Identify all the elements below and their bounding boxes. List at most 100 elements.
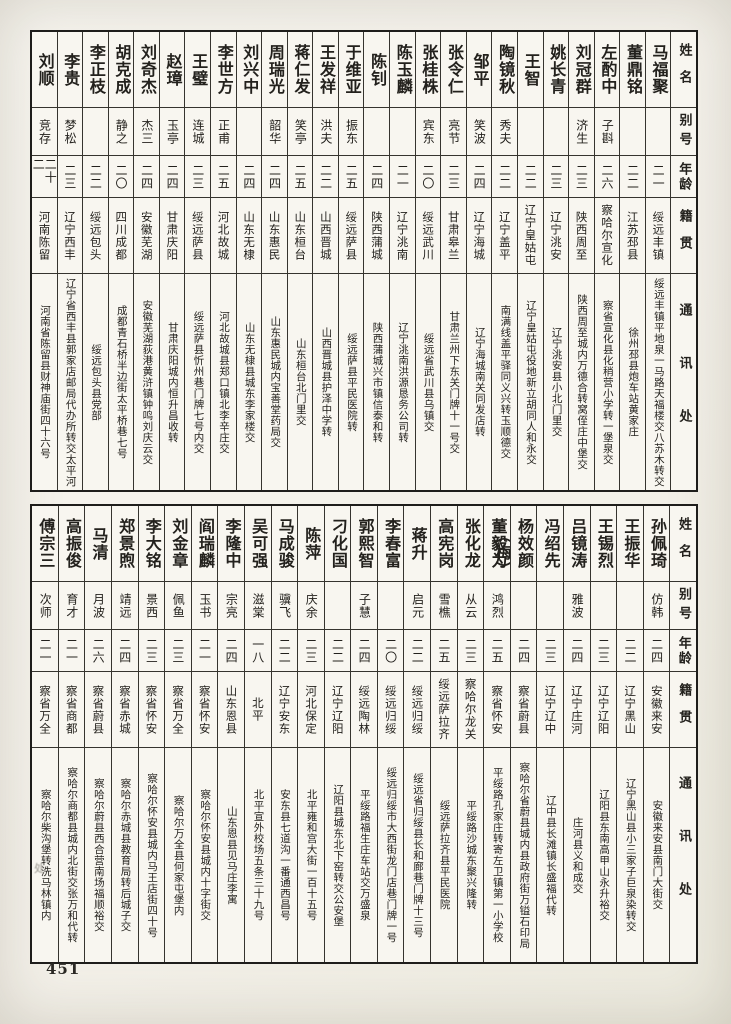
entry-alias: 雅波	[570, 592, 585, 619]
entry-name-cell: 董鼎铭	[620, 32, 645, 108]
entry-age: 二三	[303, 637, 318, 664]
entry-native-place: 山东无棣	[242, 210, 257, 261]
entry-name: 蒋仁发	[291, 44, 311, 95]
entry-age-cell: 二四	[159, 156, 185, 198]
entry-name-cell: 吕镜涛	[564, 506, 590, 582]
entry-age: 二三	[144, 637, 159, 664]
entry-address-cell: 辽宁洮南洪源恳务公司转	[390, 274, 415, 490]
entry-alias: 笑亭	[293, 118, 308, 145]
entry-age-cell: 二四	[236, 156, 262, 198]
entry-age-cell: 二五	[338, 156, 364, 198]
entry-address-cell: 察哈尔赤城县教育局转后城子交	[112, 748, 138, 962]
header-name-label: 姓名	[676, 516, 692, 571]
entry-age-cell: 二五	[431, 630, 457, 672]
table-header-column: 姓名 别号 年龄 籍贯 通讯处	[669, 506, 696, 962]
entry-native-place: 甘肃皋兰	[446, 210, 461, 261]
entry-age: 二五	[216, 163, 231, 190]
header-alias-label: 别号	[676, 112, 692, 151]
entry-native-place: 辽宁辽中	[543, 684, 558, 735]
entry-native-place-cell: 四川成都	[108, 198, 134, 274]
entry-address-cell: 察哈尔蔚县西合营南场福顺裕交	[85, 748, 111, 962]
entry-name-note: （梅）	[492, 527, 510, 578]
entry-alias-cell	[510, 582, 537, 630]
entry-address: 山东无棣县城东李家楼交	[243, 321, 256, 443]
entry-alias-cell: 雅波	[564, 582, 590, 630]
entry-name-cell: 杨效颜	[510, 506, 537, 582]
entry-address: 辽宁黑山县小三家子巨泉染转交	[624, 778, 637, 932]
entry-name-cell: 胡克成	[108, 32, 134, 108]
directory-entry-column: 董鼎铭 二二 江苏邳县 徐州邳县炮车站黄家庄	[619, 32, 645, 490]
directory-entry-column: 张桂株 宾东 二〇 绥远武川 绥远省武川县乌镇交	[414, 32, 441, 490]
entry-native-place-cell: 山东惠民	[262, 198, 287, 274]
entry-alias-cell	[83, 108, 108, 156]
directory-entry-column: 于维亚 振东 二五 绥远萨县 绥远萨县平民医院转	[337, 32, 364, 490]
entry-age-cell: 二二	[492, 156, 517, 198]
entry-name: 冯绍先	[541, 518, 561, 569]
entry-name-cell: 冯绍先	[537, 506, 564, 582]
entry-native-place: 辽宁庄河	[570, 684, 585, 735]
entry-age: 二二	[318, 163, 333, 190]
entry-name: 王璧	[189, 52, 209, 87]
entry-alias-cell	[377, 582, 404, 630]
entry-age-cell: 二三	[569, 156, 594, 198]
entry-alias: 梦松	[63, 118, 78, 145]
entry-native-place: 察省怀安	[144, 684, 159, 735]
entry-age-cell: 二三	[543, 156, 569, 198]
entry-native-place-cell: 绥远萨拉齐	[431, 672, 457, 748]
header-native-label: 籍贯	[676, 208, 692, 263]
header-cell-alias: 别号	[670, 582, 696, 630]
entry-age: 二二	[625, 163, 640, 190]
entry-address-cell: 辽宁海城南关同发店转	[467, 274, 492, 490]
entry-address: 辽阳县城东北下窑转交公安堡	[332, 783, 345, 927]
entry-address-cell: 平绥路福生庄车站交万盛泉	[351, 748, 377, 962]
entry-address: 辽宁洮安县小北门里交	[550, 327, 563, 437]
directory-entry-column: 李世方 正甫 二五 河北故城 河北故城县郑口镇北李辛庄交	[210, 32, 236, 490]
entry-name: 刘冠群	[572, 44, 592, 95]
entry-native-place-cell: 察省万全	[165, 672, 191, 748]
entry-age-cell: 二三	[298, 630, 324, 672]
entry-native-place-cell: 绥远包头	[83, 198, 108, 274]
entry-address: 察省宣化县化稍营小学转一堡泉交	[601, 299, 614, 465]
entry-alias: 正甫	[216, 118, 231, 145]
entry-name-cell: 刘兴中	[236, 32, 262, 108]
entry-address: 安徽来安县南门大街交	[651, 800, 664, 910]
directory-entry-column: 李春富 二〇 绥远归绥 绥远归绥市大西街龙门店巷门牌一号	[376, 506, 404, 962]
entry-name-cell: 吴可强	[244, 506, 271, 582]
directory-entry-column: 刁化国 二二 辽宁辽阳 辽阳县城东北下窑转交公安堡	[323, 506, 351, 962]
header-cell-address: 通讯处	[670, 748, 696, 962]
entry-address-cell: 成都青石桥半边街太平桥巷七号	[109, 274, 134, 490]
entry-native-place: 察省怀安	[490, 684, 505, 735]
entry-native-place-cell: 察哈尔宣化	[594, 198, 620, 274]
entry-age: 二二	[277, 637, 292, 664]
entry-address-cell: 辽宁省西丰县郭家店邮局代办所转交太平河	[58, 274, 83, 490]
entry-age-cell: 二三	[537, 630, 564, 672]
entry-age-cell: 二二	[324, 630, 351, 672]
entry-age-cell: 二二	[620, 156, 645, 198]
entry-native-place-cell: 绥远萨县	[338, 198, 364, 274]
entry-address: 南满线盖平驿同义兴转玉顺德交	[499, 305, 512, 459]
entry-native-place: 陕西蒲城	[369, 210, 384, 261]
header-age-label: 年龄	[675, 635, 691, 666]
entry-alias-cell: 笑波	[466, 108, 492, 156]
entry-address: 徐州邳县炮车站黄家庄	[627, 327, 640, 437]
entry-name-cell: 邹平	[466, 32, 492, 108]
entry-address-cell: 山东无棣县城东李家楼交	[237, 274, 262, 490]
entry-name-cell: 王锡烈	[590, 506, 617, 582]
entry-name: 姚长青	[547, 44, 567, 95]
entry-alias-cell	[645, 108, 671, 156]
entry-alias: 亮节	[446, 118, 461, 145]
entry-alias: 滋棠	[251, 592, 265, 619]
entry-name: 刘金章	[169, 518, 189, 569]
entry-native-place: 绥远陶林	[357, 684, 372, 735]
entry-name: 李贵	[61, 52, 81, 87]
entry-alias-cell: 骥飞	[271, 582, 298, 630]
entry-age-cell: 二四	[364, 156, 390, 198]
entry-alias-cell: 雪樵	[431, 582, 457, 630]
entry-name: 郭熙智	[355, 518, 375, 569]
entry-native-place-cell: 绥远丰镇	[645, 198, 671, 274]
entry-alias: 鸿烈	[490, 592, 505, 619]
entry-name: 刘顺	[35, 52, 55, 87]
header-cell-age: 年龄	[670, 630, 696, 672]
entry-address-cell: 辽阳县东南高甲山永升裕交	[591, 748, 617, 962]
entry-age: 二四	[472, 163, 487, 190]
